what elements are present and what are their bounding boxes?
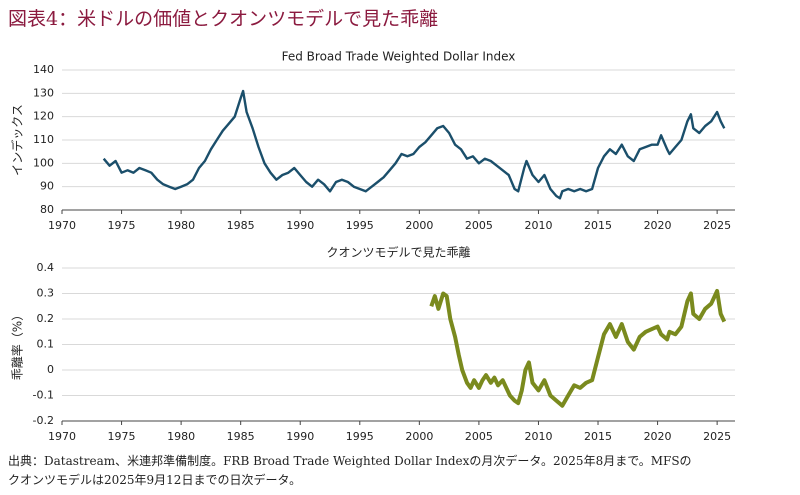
footnote: 出典：Datastream、米連邦準備制度。FRB Broad Trade We… xyxy=(8,454,692,468)
x-tick-label: 2005 xyxy=(465,430,493,443)
y-tick-label: 100 xyxy=(33,156,54,169)
x-tick-label: 2025 xyxy=(703,430,731,443)
data-line xyxy=(102,89,726,200)
y-tick-label: 80 xyxy=(40,203,54,216)
y-tick-label: 0.2 xyxy=(37,312,55,325)
panel-title: クオンツモデルで見た乖離 xyxy=(326,245,470,260)
y-tick-label: 0.3 xyxy=(37,287,55,300)
x-tick-label: 2020 xyxy=(644,430,672,443)
x-tick-label: 1980 xyxy=(167,219,195,232)
y-axis-label: 乖離率（%） xyxy=(10,309,25,380)
y-tick-label: -0.1 xyxy=(33,389,54,402)
panel-title: Fed Broad Trade Weighted Dollar Index xyxy=(282,50,516,64)
y-tick-label: 140 xyxy=(33,63,54,76)
x-tick-label: 2015 xyxy=(584,219,612,232)
y-axis-label: インデックス xyxy=(10,104,25,176)
x-tick-label: 1980 xyxy=(167,430,195,443)
x-tick-label: 2020 xyxy=(644,219,672,232)
y-tick-label: 0 xyxy=(47,363,54,376)
x-tick-label: 1985 xyxy=(227,430,255,443)
x-tick-label: 2015 xyxy=(584,430,612,443)
x-tick-label: 1990 xyxy=(286,430,314,443)
x-tick-label: 1975 xyxy=(108,430,136,443)
y-tick-label: 130 xyxy=(33,86,54,99)
y-tick-label: 0.1 xyxy=(37,338,55,351)
x-tick-label: 2000 xyxy=(405,219,433,232)
x-tick-label: 1970 xyxy=(48,219,76,232)
y-tick-label: -0.2 xyxy=(33,414,54,427)
figure-title: 図表4：米ドルの価値とクオンツモデルで見た乖離 xyxy=(8,8,439,30)
x-tick-label: 1985 xyxy=(227,219,255,232)
x-tick-label: 2025 xyxy=(703,219,731,232)
x-tick-label: 1995 xyxy=(346,219,374,232)
y-tick-label: 120 xyxy=(33,110,54,123)
y-tick-label: 110 xyxy=(33,133,54,146)
x-tick-label: 1970 xyxy=(48,430,76,443)
y-tick-label: 90 xyxy=(40,180,54,193)
x-tick-label: 2000 xyxy=(405,430,433,443)
x-tick-label: 1975 xyxy=(108,219,136,232)
x-tick-label: 2005 xyxy=(465,219,493,232)
x-tick-label: 2010 xyxy=(524,219,552,232)
x-tick-label: 1990 xyxy=(286,219,314,232)
x-tick-label: 1995 xyxy=(346,430,374,443)
footnote: クオンツモデルは2025年9月12日までの日次データ。 xyxy=(8,473,302,487)
y-tick-label: 0.4 xyxy=(37,261,55,274)
x-tick-label: 2010 xyxy=(524,430,552,443)
data-line xyxy=(429,289,727,408)
